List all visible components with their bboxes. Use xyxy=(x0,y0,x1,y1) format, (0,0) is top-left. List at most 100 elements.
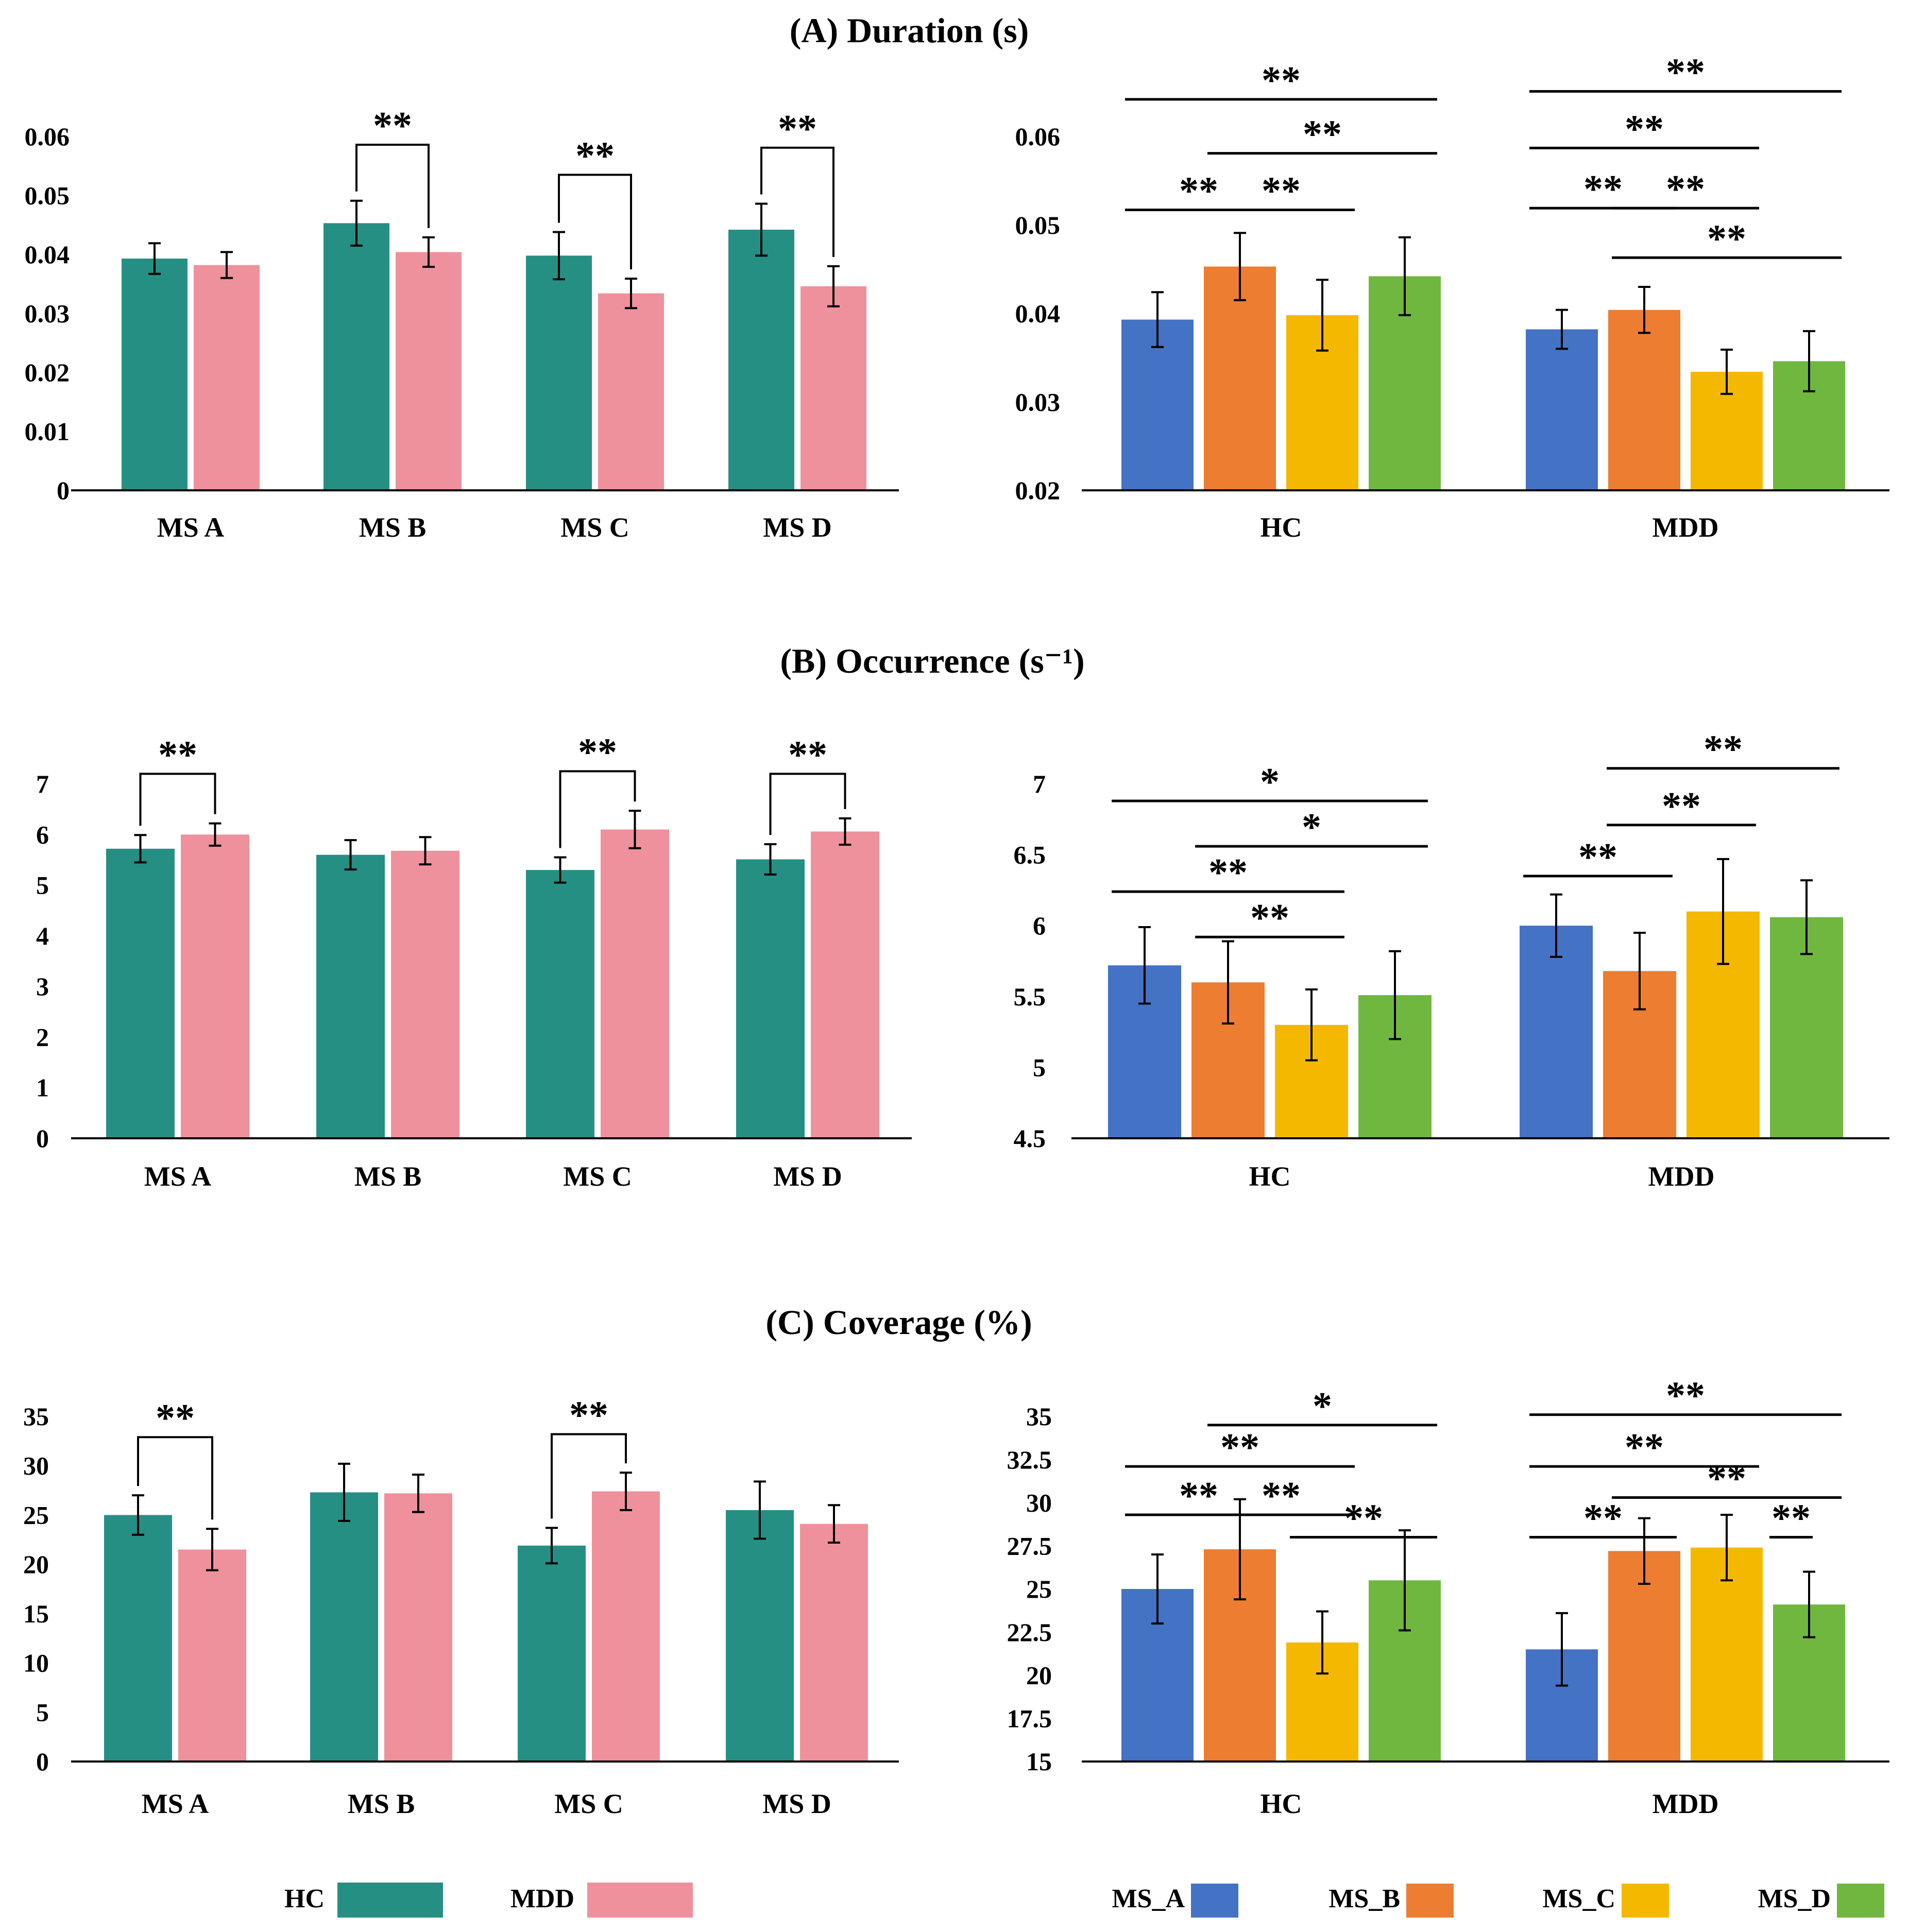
significance-stars: ** xyxy=(1262,169,1301,213)
bar xyxy=(316,854,385,1138)
significance-stars: ** xyxy=(778,107,817,150)
category-label: MS A xyxy=(144,1161,212,1192)
bar xyxy=(601,829,669,1138)
y-tick-label: 7 xyxy=(1033,770,1046,798)
category-label: MDD xyxy=(1648,1161,1715,1192)
significance-stars: ** xyxy=(1666,50,1705,94)
y-tick-label: 15 xyxy=(1026,1747,1052,1776)
y-tick-label: 32.5 xyxy=(1007,1445,1052,1474)
category-label: MS C xyxy=(560,512,629,543)
significance-stars: ** xyxy=(1583,1497,1623,1540)
bar xyxy=(592,1491,660,1762)
bar xyxy=(800,1524,868,1762)
bar xyxy=(728,229,794,490)
bar xyxy=(518,1545,586,1762)
significance-stars: ** xyxy=(1250,896,1289,939)
bar xyxy=(800,286,866,490)
significance-stars: ** xyxy=(1625,107,1664,150)
significance-stars: ** xyxy=(1578,835,1617,879)
significance-stars: ** xyxy=(1771,1497,1811,1540)
significance-stars: ** xyxy=(1707,1457,1746,1500)
significance-stars: ** xyxy=(156,1396,195,1440)
y-tick-label: 25 xyxy=(23,1500,49,1529)
bar xyxy=(598,293,664,490)
significance-stars: ** xyxy=(1344,1497,1383,1540)
bar xyxy=(526,255,592,490)
category-label: MS A xyxy=(157,512,225,543)
y-tick-label: 5.5 xyxy=(1014,982,1046,1011)
significance-bracket xyxy=(559,770,636,848)
y-tick-label: 20 xyxy=(1026,1661,1052,1690)
significance-stars: ** xyxy=(1583,167,1623,211)
significance-stars: ** xyxy=(373,104,412,147)
bar xyxy=(1204,266,1276,490)
section-title-c: (C) Coverage (%) xyxy=(765,1303,1032,1342)
significance-bracket xyxy=(760,146,834,257)
y-tick-label: 4.5 xyxy=(1014,1124,1046,1153)
y-tick-label: 0.02 xyxy=(25,358,70,387)
y-tick-label: 0.06 xyxy=(25,122,70,151)
legend-swatch-ms-d xyxy=(1837,1884,1884,1918)
bar xyxy=(1608,310,1680,490)
bar xyxy=(384,1493,452,1762)
bar xyxy=(1691,1547,1763,1762)
significance-stars: ** xyxy=(1625,1426,1664,1469)
category-label: MDD xyxy=(1653,512,1719,543)
y-tick-label: 7 xyxy=(36,770,49,798)
bar xyxy=(310,1492,378,1762)
y-tick-label: 22.5 xyxy=(1007,1618,1052,1647)
significance-stars: ** xyxy=(1666,167,1705,211)
y-tick-label: 0 xyxy=(36,1747,49,1776)
significance-stars: ** xyxy=(578,730,617,774)
bar xyxy=(104,1515,172,1762)
bar xyxy=(391,850,459,1138)
significance-stars: * xyxy=(1260,760,1280,803)
bar xyxy=(526,870,594,1138)
significance-bracket xyxy=(551,1433,627,1519)
legend-swatch-ms-a xyxy=(1191,1884,1238,1918)
y-tick-label: 15 xyxy=(23,1599,49,1628)
significance-stars: ** xyxy=(788,733,827,776)
y-tick-label: 0 xyxy=(57,476,70,505)
significance-stars: ** xyxy=(158,733,197,776)
legend-label-mdd: MDD xyxy=(510,1884,574,1913)
y-tick-label: 5 xyxy=(36,1698,49,1726)
significance-stars: ** xyxy=(1220,1426,1259,1469)
y-tick-label: 10 xyxy=(23,1649,49,1678)
bar xyxy=(811,831,879,1138)
y-tick-label: 25 xyxy=(1026,1575,1052,1603)
bar xyxy=(396,252,462,490)
legend-states: MS_A MS_B MS_C MS_D xyxy=(1112,1884,1884,1918)
bar xyxy=(122,259,188,490)
legend-swatch-ms-c xyxy=(1622,1884,1669,1918)
significance-bracket xyxy=(355,144,430,228)
y-tick-label: 0.05 xyxy=(25,181,70,210)
legend-label-ms-c: MS_C xyxy=(1542,1884,1615,1913)
category-label: MDD xyxy=(1653,1788,1719,1819)
legend-swatch-hc xyxy=(337,1883,443,1918)
bar xyxy=(1608,1551,1680,1762)
legend-groups: HC MDD xyxy=(284,1883,693,1918)
bar xyxy=(1520,926,1593,1138)
significance-stars: ** xyxy=(1179,1474,1218,1517)
significance-bracket xyxy=(769,773,846,835)
significance-stars: ** xyxy=(569,1393,608,1437)
category-label: MS A xyxy=(142,1788,209,1819)
significance-stars: ** xyxy=(1303,113,1342,156)
coverage-by-state-chart: 0 5 10 15 20 25 30 35 MS A MS B MS C MS D ** ** xyxy=(23,1393,899,1819)
bar xyxy=(181,834,249,1138)
y-tick-label: 0.04 xyxy=(25,240,70,269)
bar xyxy=(194,265,260,490)
duration-by-state-chart: 0 0.01 0.02 0.03 0.04 0.05 0.06 MS A MS B MS C MS … xyxy=(25,104,899,543)
legend-label-hc: HC xyxy=(284,1884,325,1913)
significance-stars: * xyxy=(1313,1384,1332,1428)
legend-swatch-ms-b xyxy=(1406,1884,1454,1918)
significance-stars: ** xyxy=(1208,851,1248,894)
y-tick-label: 30 xyxy=(23,1451,49,1480)
significance-stars: ** xyxy=(1666,1374,1705,1417)
y-tick-label: 27.5 xyxy=(1007,1531,1052,1560)
